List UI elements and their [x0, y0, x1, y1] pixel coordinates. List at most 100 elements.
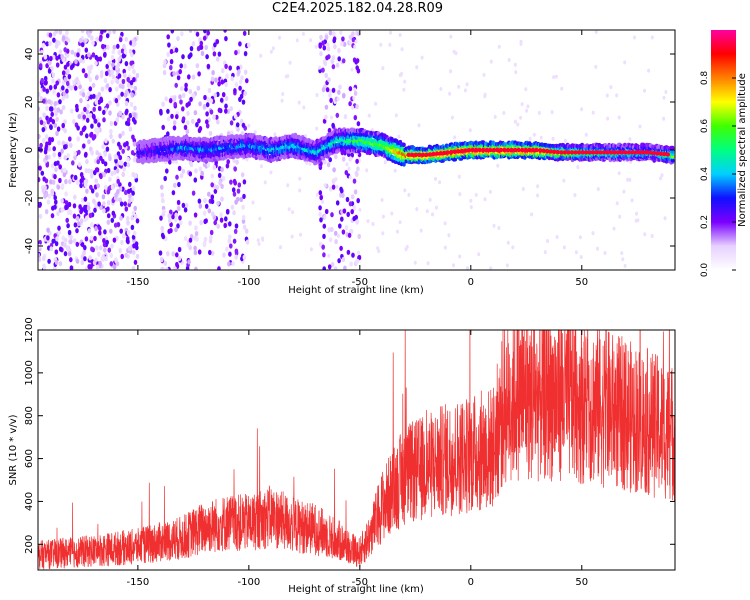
noise-speck: [84, 37, 88, 43]
noise-speck: [205, 111, 209, 117]
noise-speck: [216, 119, 220, 125]
noise-speck: [579, 255, 583, 259]
trace-peak: [470, 147, 475, 153]
noise-speck: [357, 254, 362, 261]
noise-speck: [101, 44, 105, 50]
noise-speck: [305, 161, 309, 165]
noise-speck: [50, 213, 55, 219]
trace-peak: [481, 147, 486, 153]
noise-speck: [47, 258, 51, 264]
noise-speck: [92, 260, 97, 266]
noise-speck: [213, 42, 217, 48]
noise-speck: [318, 65, 322, 70]
noise-speck: [106, 44, 110, 51]
noise-speck: [242, 254, 247, 260]
noise-speck: [233, 88, 237, 94]
noise-speck: [612, 226, 616, 231]
noise-speck: [174, 217, 178, 223]
noise-speck: [403, 79, 407, 84]
noise-speck: [133, 259, 138, 265]
trace-peak: [520, 147, 525, 153]
noise-speck: [170, 113, 174, 119]
noise-speck: [64, 204, 68, 211]
noise-speck: [439, 87, 443, 91]
noise-speck: [215, 39, 220, 45]
noise-speck: [79, 218, 84, 224]
noise-speck: [38, 256, 42, 262]
noise-speck: [80, 30, 85, 34]
noise-speck: [101, 144, 105, 150]
noise-speck: [181, 202, 186, 208]
noise-speck: [193, 235, 197, 241]
noise-speck: [88, 113, 93, 119]
noise-speck: [323, 183, 327, 188]
noise-speck: [72, 203, 77, 209]
noise-speck: [205, 102, 210, 108]
noise-speck: [131, 190, 135, 196]
noise-speck: [179, 173, 184, 179]
noise-speck: [73, 151, 77, 157]
noise-speck: [243, 90, 247, 96]
noise-speck: [95, 245, 99, 251]
noise-speck: [183, 63, 187, 69]
noise-speck: [45, 162, 50, 168]
noise-speck: [116, 222, 121, 228]
noise-speck: [54, 199, 58, 205]
noise-speck: [251, 200, 255, 205]
noise-speck: [75, 241, 80, 247]
noise-speck: [314, 44, 318, 49]
noise-speck: [193, 177, 198, 183]
noise-speck: [170, 30, 175, 34]
noise-speck: [49, 246, 54, 252]
noise-speck: [187, 74, 191, 80]
noise-speck: [241, 214, 246, 221]
noise-speck: [87, 52, 91, 58]
noise-speck: [259, 53, 263, 58]
noise-speck: [129, 80, 134, 86]
noise-speck: [116, 151, 121, 157]
noise-speck: [325, 87, 330, 93]
noise-speck: [114, 158, 118, 164]
noise-speck: [291, 210, 295, 215]
noise-speck: [334, 154, 338, 160]
noise-speck: [356, 259, 360, 263]
noise-speck: [165, 267, 169, 270]
noise-speck: [212, 164, 217, 170]
noise-speck: [188, 171, 193, 177]
noise-speck: [193, 212, 198, 218]
noise-speck: [90, 222, 94, 228]
noise-speck: [89, 132, 93, 138]
noise-speck: [376, 246, 380, 251]
noise-speck: [210, 173, 215, 179]
noise-speck: [477, 252, 481, 257]
noise-speck: [70, 49, 75, 55]
noise-speck: [335, 200, 340, 206]
noise-speck: [160, 184, 164, 190]
noise-speck: [483, 94, 487, 99]
trace-peak: [647, 150, 653, 155]
noise-speck: [186, 120, 190, 126]
noise-speck: [119, 228, 123, 234]
noise-speck: [225, 246, 229, 252]
noise-speck: [43, 75, 48, 82]
noise-speck: [78, 37, 83, 44]
noise-speck: [243, 69, 248, 75]
noise-speck: [234, 254, 238, 260]
noise-speck: [390, 211, 394, 216]
noise-speck: [180, 86, 184, 92]
noise-speck: [222, 252, 226, 258]
noise-speck: [79, 98, 83, 104]
noise-speck: [234, 81, 239, 87]
noise-speck: [119, 215, 123, 221]
noise-speck: [350, 67, 354, 72]
noise-speck: [213, 188, 218, 194]
noise-speck: [124, 61, 129, 67]
noise-speck: [615, 201, 619, 206]
noise-speck: [116, 178, 120, 184]
x-tick-label: -50: [352, 277, 368, 288]
trace-peak: [530, 147, 536, 153]
trace-peak: [449, 149, 454, 155]
noise-speck: [225, 163, 230, 169]
noise-speck: [188, 237, 193, 243]
noise-speck: [109, 129, 113, 135]
